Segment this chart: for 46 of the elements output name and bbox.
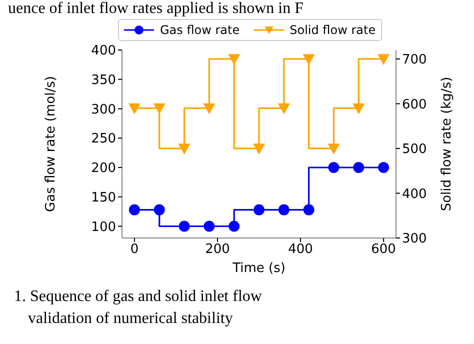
point [128,103,140,114]
x-axis-title: Time (s) [232,261,286,276]
point [328,144,340,154]
point [378,54,390,65]
y-tick-label: 250 [91,132,116,147]
point [278,103,290,114]
x-tick-label: 0 [130,242,139,258]
point [228,220,240,232]
x-tick-label: 400 [288,242,313,258]
x-tick-label: 200 [205,242,230,258]
point [228,54,240,65]
point [278,204,290,216]
point [253,144,265,154]
legend-label: Gas flow rate [160,23,240,37]
point [254,204,264,216]
x-tick-label: 600 [371,242,396,258]
y-tick-label: 300 [91,102,116,118]
point [153,103,166,114]
y-tick-label: 200 [91,161,116,176]
legend-label: Solid flow rate [290,23,376,37]
y-tick-label: 100 [91,220,116,235]
y2-tick-label: 700 [402,52,427,68]
point [154,204,165,216]
y2-tick-label: 500 [402,142,427,158]
text: uence of inlet flow rates applied is shown in F [8,0,304,18]
text: 1. Sequence of gas and solid inlet flow [14,288,262,306]
y2-tick-label: 600 [402,97,427,112]
point [352,103,365,114]
point [203,103,216,114]
y-tick-label: 150 [91,190,116,206]
point [378,162,390,173]
point [303,204,314,216]
point [204,220,215,232]
y-tick-label: 350 [91,72,116,88]
point [302,54,315,65]
point [178,220,190,232]
y2-axis-title: Solid flow rate (kg/s) [440,76,455,212]
y2-tick-label: 400 [402,186,427,202]
y-tick-label: 400 [91,44,116,59]
y-axis-title: Gas flow rate (mol/s) [44,76,59,212]
point [178,144,190,154]
point [328,162,340,173]
point [353,162,364,173]
text: validation of numerical stability [28,310,233,328]
point [128,204,140,216]
y2-tick-label: 300 [402,232,427,247]
